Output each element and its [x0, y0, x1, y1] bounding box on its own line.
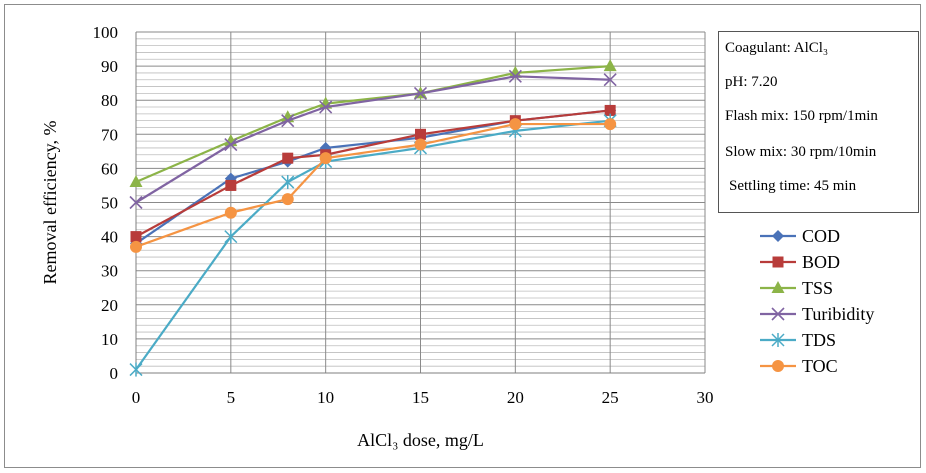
data-point-bod	[130, 231, 142, 243]
marker-stroke	[281, 114, 295, 128]
flash-mix-text: Flash mix: 150 rpm/1min	[725, 108, 878, 124]
x-axis-title: AlCl₃ dose, mg/L	[357, 430, 484, 450]
data-point-tds	[129, 362, 143, 377]
data-point-toc	[319, 152, 332, 165]
line-chart: 0 10 20 30 40 50 60 70 80 90 100 0 5 10 15 20 25 30 AlCl₃…	[40, 23, 714, 450]
legend-item-toc: TOC	[758, 355, 918, 381]
marker-stroke	[413, 86, 428, 100]
legend-marker	[772, 360, 784, 372]
data-point-toc	[224, 206, 237, 219]
data-point-bod	[225, 179, 237, 191]
data-point-tss	[603, 59, 617, 72]
legend-label-bod: BOD	[802, 252, 841, 272]
data-point-turibidity	[281, 114, 295, 128]
marker-stroke	[771, 307, 785, 321]
coagulant-text: Coagulant: AlCl₃	[725, 40, 829, 56]
data-point-turibidity	[508, 69, 522, 83]
y-tick-label: 20	[101, 296, 118, 315]
y-tick-label: 100	[93, 23, 119, 42]
marker-stroke	[508, 69, 522, 83]
y-tick-label: 60	[101, 159, 118, 178]
marker-stroke	[319, 100, 333, 114]
ph-text: pH: 7.20	[725, 74, 778, 90]
slow-mix-text: Slow mix: 30 rpm/10min	[725, 144, 877, 160]
y-tick-label: 40	[101, 228, 118, 247]
data-point-toc	[509, 118, 522, 131]
legend-item-cod: COD	[758, 225, 918, 251]
series-cod	[130, 104, 617, 250]
y-tick-label: 30	[101, 262, 118, 281]
series-toc	[130, 118, 617, 253]
data-point-tss	[508, 65, 522, 78]
series-line-cod	[135, 109, 611, 245]
marker-stroke	[224, 137, 238, 152]
series-line-turibidity	[135, 75, 611, 204]
y-tick-label: 50	[101, 194, 118, 213]
y-axis-title: Removal efficiency, %	[40, 121, 60, 285]
experiment-conditions-box: Coagulant: AlCl₃ pH: 7.20 Flash mix: 150…	[718, 31, 919, 213]
legend-swatch-tds	[760, 333, 796, 347]
data-point-toc	[281, 193, 294, 206]
data-point-turibidity	[224, 137, 238, 152]
legend-swatch-turbidity	[760, 307, 796, 321]
legend-marker	[771, 307, 785, 321]
legend-label-turbidity: Turibidity	[802, 304, 875, 324]
data-point-toc	[130, 240, 142, 253]
legend-swatch-toc	[760, 360, 796, 372]
y-tick-label: 10	[101, 330, 118, 349]
data-point-turibidity	[603, 73, 617, 87]
tick-labels: 0 10 20 30 40 50 60 70 80 90 100 0 5 10 15 20 25 30	[93, 23, 714, 407]
data-point-tds	[281, 175, 295, 190]
chart-frame: 0 10 20 30 40 50 60 70 80 90 100 0 5 10 15 20 25 30 AlCl₃…	[4, 4, 921, 468]
series-layer	[129, 59, 617, 377]
marker-stroke	[603, 73, 617, 87]
legend-marker	[772, 230, 784, 242]
series-turibidity	[129, 69, 617, 210]
legend-label-toc: TOC	[802, 356, 838, 376]
data-point-tds	[224, 229, 238, 244]
data-point-turibidity	[413, 86, 428, 100]
legend-swatch-bod	[760, 256, 796, 268]
y-tick-label: 80	[101, 91, 118, 110]
legend-label-tss: TSS	[802, 278, 834, 298]
data-point-turibidity	[129, 195, 143, 210]
legend-item-turbidity: Turibidity	[758, 303, 918, 329]
data-point-bod	[282, 152, 294, 164]
legend-marker	[771, 333, 785, 347]
legend-item-bod: BOD	[758, 251, 918, 277]
x-tick-label: 0	[132, 388, 141, 407]
x-tick-label: 30	[697, 388, 714, 407]
x-tick-label: 10	[317, 388, 334, 407]
x-tick-label: 15	[412, 388, 429, 407]
data-point-toc	[414, 138, 427, 151]
legend: COD BOD TSS Turibidity TDS TOC	[758, 225, 918, 381]
data-point-bod	[604, 104, 616, 116]
legend-item-tds: TDS	[758, 329, 918, 355]
data-point-bod	[415, 128, 426, 140]
legend-marker	[772, 256, 784, 268]
legend-swatch-cod	[760, 230, 796, 242]
x-tick-label: 20	[507, 388, 524, 407]
data-point-toc	[604, 118, 617, 131]
legend-item-tss: TSS	[758, 277, 918, 303]
legend-swatch-tss	[760, 281, 796, 293]
data-point-tss	[129, 175, 143, 188]
data-point-turibidity	[319, 100, 333, 114]
legend-label-cod: COD	[802, 226, 841, 246]
gridlines	[135, 31, 706, 374]
marker-stroke	[129, 195, 143, 210]
x-tick-label: 25	[602, 388, 619, 407]
y-tick-label: 90	[101, 57, 118, 76]
y-tick-label: 70	[101, 125, 118, 144]
settling-time-text: Settling time: 45 min	[729, 178, 857, 194]
y-tick-label: 0	[110, 364, 119, 383]
legend-marker	[771, 281, 785, 293]
x-tick-label: 5	[227, 388, 236, 407]
legend-label-tds: TDS	[802, 330, 837, 350]
